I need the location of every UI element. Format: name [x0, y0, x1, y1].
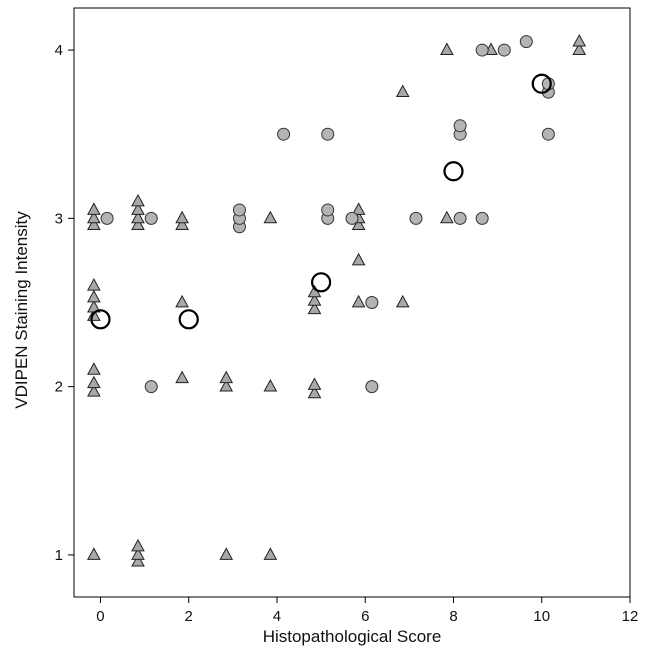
triangle-point — [131, 193, 145, 207]
triangle-point — [395, 294, 410, 308]
triangle-point — [87, 210, 101, 224]
circle-point — [519, 35, 533, 49]
x-tick-label: 10 — [533, 608, 550, 625]
mean-point — [178, 309, 199, 330]
triangle-point — [572, 42, 587, 55]
triangle-point — [175, 294, 189, 308]
circle-point — [144, 380, 158, 394]
y-tick-label: 2 — [55, 379, 63, 396]
circle-point — [497, 43, 511, 57]
triangle-point — [351, 252, 366, 266]
triangle-point — [572, 34, 587, 47]
mean-point — [443, 161, 464, 182]
circle-point — [409, 211, 423, 225]
triangle-point — [263, 210, 278, 224]
triangle-point — [307, 293, 322, 306]
x-tick-label: 8 — [449, 608, 457, 625]
y-tick-label: 1 — [55, 547, 63, 564]
triangle-point — [351, 217, 366, 230]
triangle-point — [87, 278, 101, 291]
y-axis-title: VDIPEN Staining Intensity — [12, 211, 31, 409]
mean-point — [531, 73, 552, 94]
triangle-point — [440, 210, 454, 224]
x-tick-label: 6 — [361, 608, 369, 625]
triangle-point — [131, 210, 145, 224]
triangle-point — [131, 554, 145, 567]
triangle-point — [263, 378, 278, 392]
circle-point — [541, 127, 555, 141]
plot-area — [73, 7, 631, 598]
triangle-point — [307, 301, 322, 315]
triangle-point — [395, 84, 410, 98]
triangle-point — [351, 202, 366, 215]
mean-point — [311, 272, 332, 293]
triangle-point — [87, 217, 101, 230]
triangle-point — [307, 385, 322, 399]
y-tick-label: 3 — [55, 210, 63, 227]
triangle-point — [131, 538, 145, 552]
circle-point — [453, 119, 467, 133]
circle-point — [345, 211, 359, 225]
plot-border — [73, 7, 631, 598]
triangle-point — [87, 384, 101, 397]
x-tick-label: 0 — [96, 608, 104, 625]
x-axis-title: Histopathological Score — [263, 627, 442, 646]
triangle-point — [440, 42, 454, 55]
triangle-point — [219, 378, 234, 392]
circle-point — [365, 296, 379, 309]
x-tick-label: 2 — [185, 608, 193, 625]
circle-point — [453, 211, 467, 225]
triangle-point — [219, 370, 234, 384]
y-tick-label: 4 — [55, 42, 63, 59]
circle-point — [100, 211, 114, 225]
triangle-point — [87, 202, 101, 215]
y-axis-ticks: 1 2 3 4 — [55, 42, 74, 564]
x-tick-label: 4 — [273, 608, 281, 625]
triangle-point — [175, 210, 189, 224]
triangle-point — [87, 375, 101, 389]
circle-point — [475, 43, 489, 57]
triangle-point — [219, 547, 234, 560]
circle-point — [321, 203, 335, 217]
triangle-point — [263, 547, 278, 560]
triangle-point — [87, 362, 101, 375]
circle-point — [144, 211, 158, 225]
x-tick-label: 12 — [622, 608, 639, 625]
x-axis-ticks: 0 2 4 6 8 10 12 — [96, 597, 638, 625]
triangle-point — [131, 217, 145, 230]
circle-point — [365, 380, 379, 394]
data-points — [87, 34, 587, 567]
triangle-point — [131, 202, 145, 215]
circle-point — [475, 211, 489, 225]
triangle-point — [131, 547, 145, 560]
circle-point — [321, 127, 335, 141]
circle-point — [541, 77, 555, 91]
triangle-point — [175, 370, 189, 384]
triangle-point — [351, 294, 366, 308]
triangle-point — [307, 377, 322, 390]
triangle-point — [87, 289, 101, 303]
triangle-point — [87, 547, 101, 560]
triangle-point — [175, 217, 189, 230]
circle-point — [232, 203, 246, 217]
circle-point — [277, 127, 291, 141]
mean-point — [90, 309, 111, 330]
